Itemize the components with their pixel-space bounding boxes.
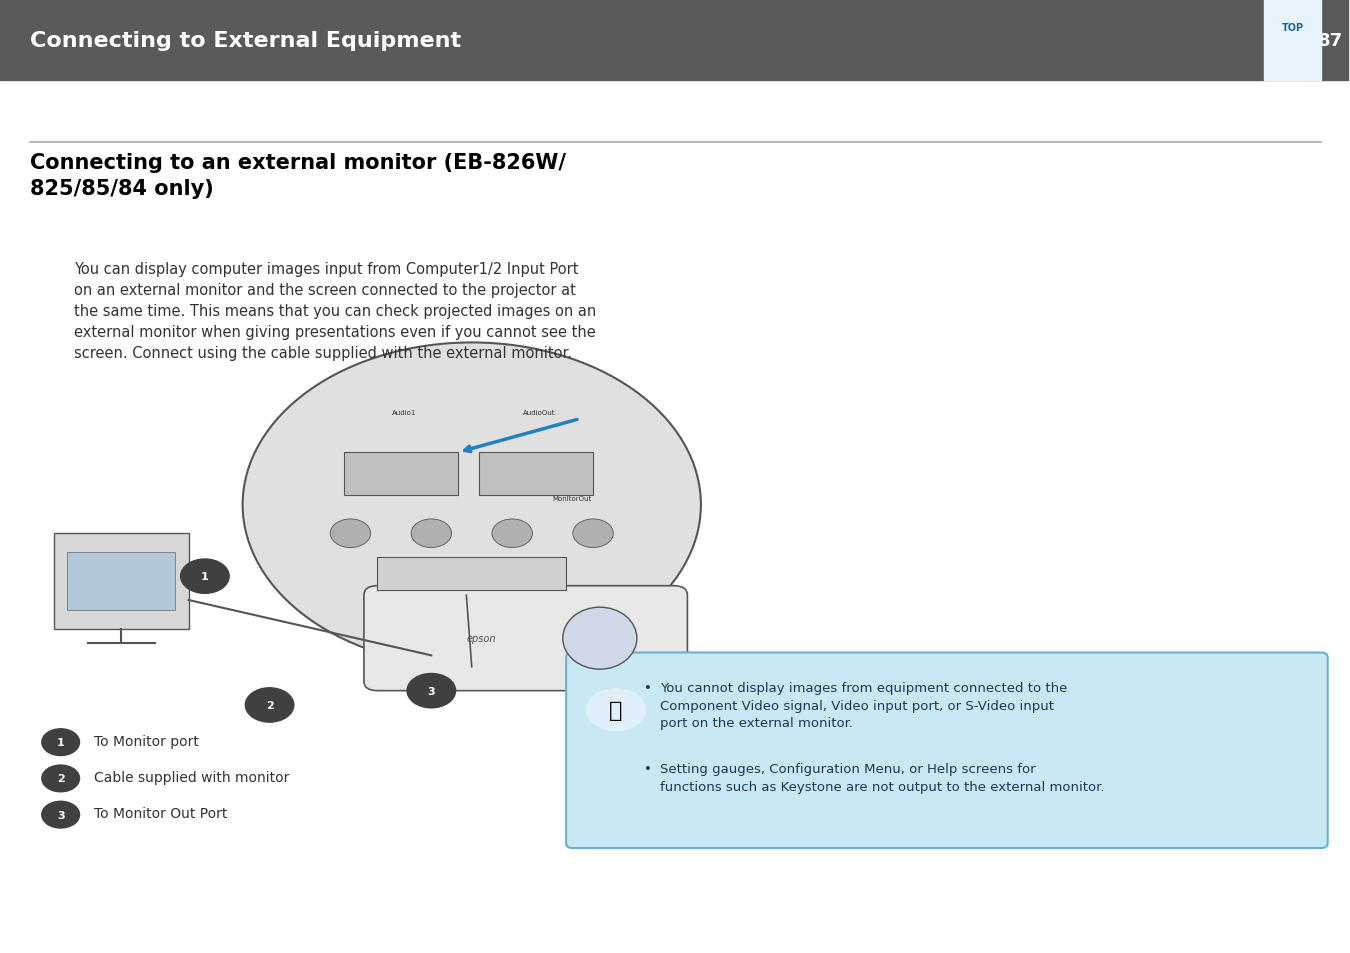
Circle shape <box>42 729 80 756</box>
Bar <box>478 453 593 496</box>
Text: •: • <box>644 681 652 695</box>
Bar <box>54 534 189 629</box>
Bar <box>1265 0 1320 81</box>
Bar <box>378 558 566 591</box>
Circle shape <box>181 559 230 594</box>
Text: AudioOut: AudioOut <box>522 410 555 416</box>
Bar <box>344 453 458 496</box>
Text: Setting gauges, Configuration Menu, or Help screens for
functions such as Keysto: Setting gauges, Configuration Menu, or H… <box>660 762 1104 793</box>
FancyBboxPatch shape <box>364 586 687 691</box>
Circle shape <box>572 519 613 548</box>
Text: You can display computer images input from Computer1/2 Input Port
on an external: You can display computer images input fr… <box>74 262 597 361</box>
Text: •: • <box>644 762 652 776</box>
Ellipse shape <box>563 608 637 670</box>
Text: 1: 1 <box>57 738 65 747</box>
Circle shape <box>243 343 701 667</box>
Text: 2: 2 <box>266 700 274 710</box>
Bar <box>68 553 176 610</box>
Text: Cable supplied with monitor: Cable supplied with monitor <box>95 770 290 784</box>
Text: 💡: 💡 <box>609 700 622 720</box>
Text: MonitorOut: MonitorOut <box>552 496 591 501</box>
Text: You cannot display images from equipment connected to the
Component Video signal: You cannot display images from equipment… <box>660 681 1068 729</box>
Circle shape <box>42 765 80 792</box>
Text: To Monitor Out Port: To Monitor Out Port <box>95 806 228 821</box>
FancyBboxPatch shape <box>566 653 1327 848</box>
Circle shape <box>42 801 80 828</box>
Bar <box>0 0 1347 81</box>
Text: epson: epson <box>467 634 495 643</box>
Text: 87: 87 <box>1318 31 1343 50</box>
Text: 1: 1 <box>201 572 209 581</box>
Circle shape <box>408 674 455 708</box>
Text: 3: 3 <box>57 810 65 820</box>
Text: To Monitor port: To Monitor port <box>95 734 200 748</box>
Text: 2: 2 <box>57 774 65 783</box>
Text: Audio1: Audio1 <box>393 410 417 416</box>
Text: TOP: TOP <box>1281 24 1304 33</box>
Text: Connecting to an external monitor (EB-826W/
825/85/84 only): Connecting to an external monitor (EB-82… <box>30 152 566 199</box>
Circle shape <box>331 519 371 548</box>
Circle shape <box>586 689 645 731</box>
Circle shape <box>246 688 294 722</box>
Text: 3: 3 <box>428 686 435 696</box>
Text: Connecting to External Equipment: Connecting to External Equipment <box>30 30 460 51</box>
Circle shape <box>491 519 532 548</box>
Circle shape <box>412 519 451 548</box>
